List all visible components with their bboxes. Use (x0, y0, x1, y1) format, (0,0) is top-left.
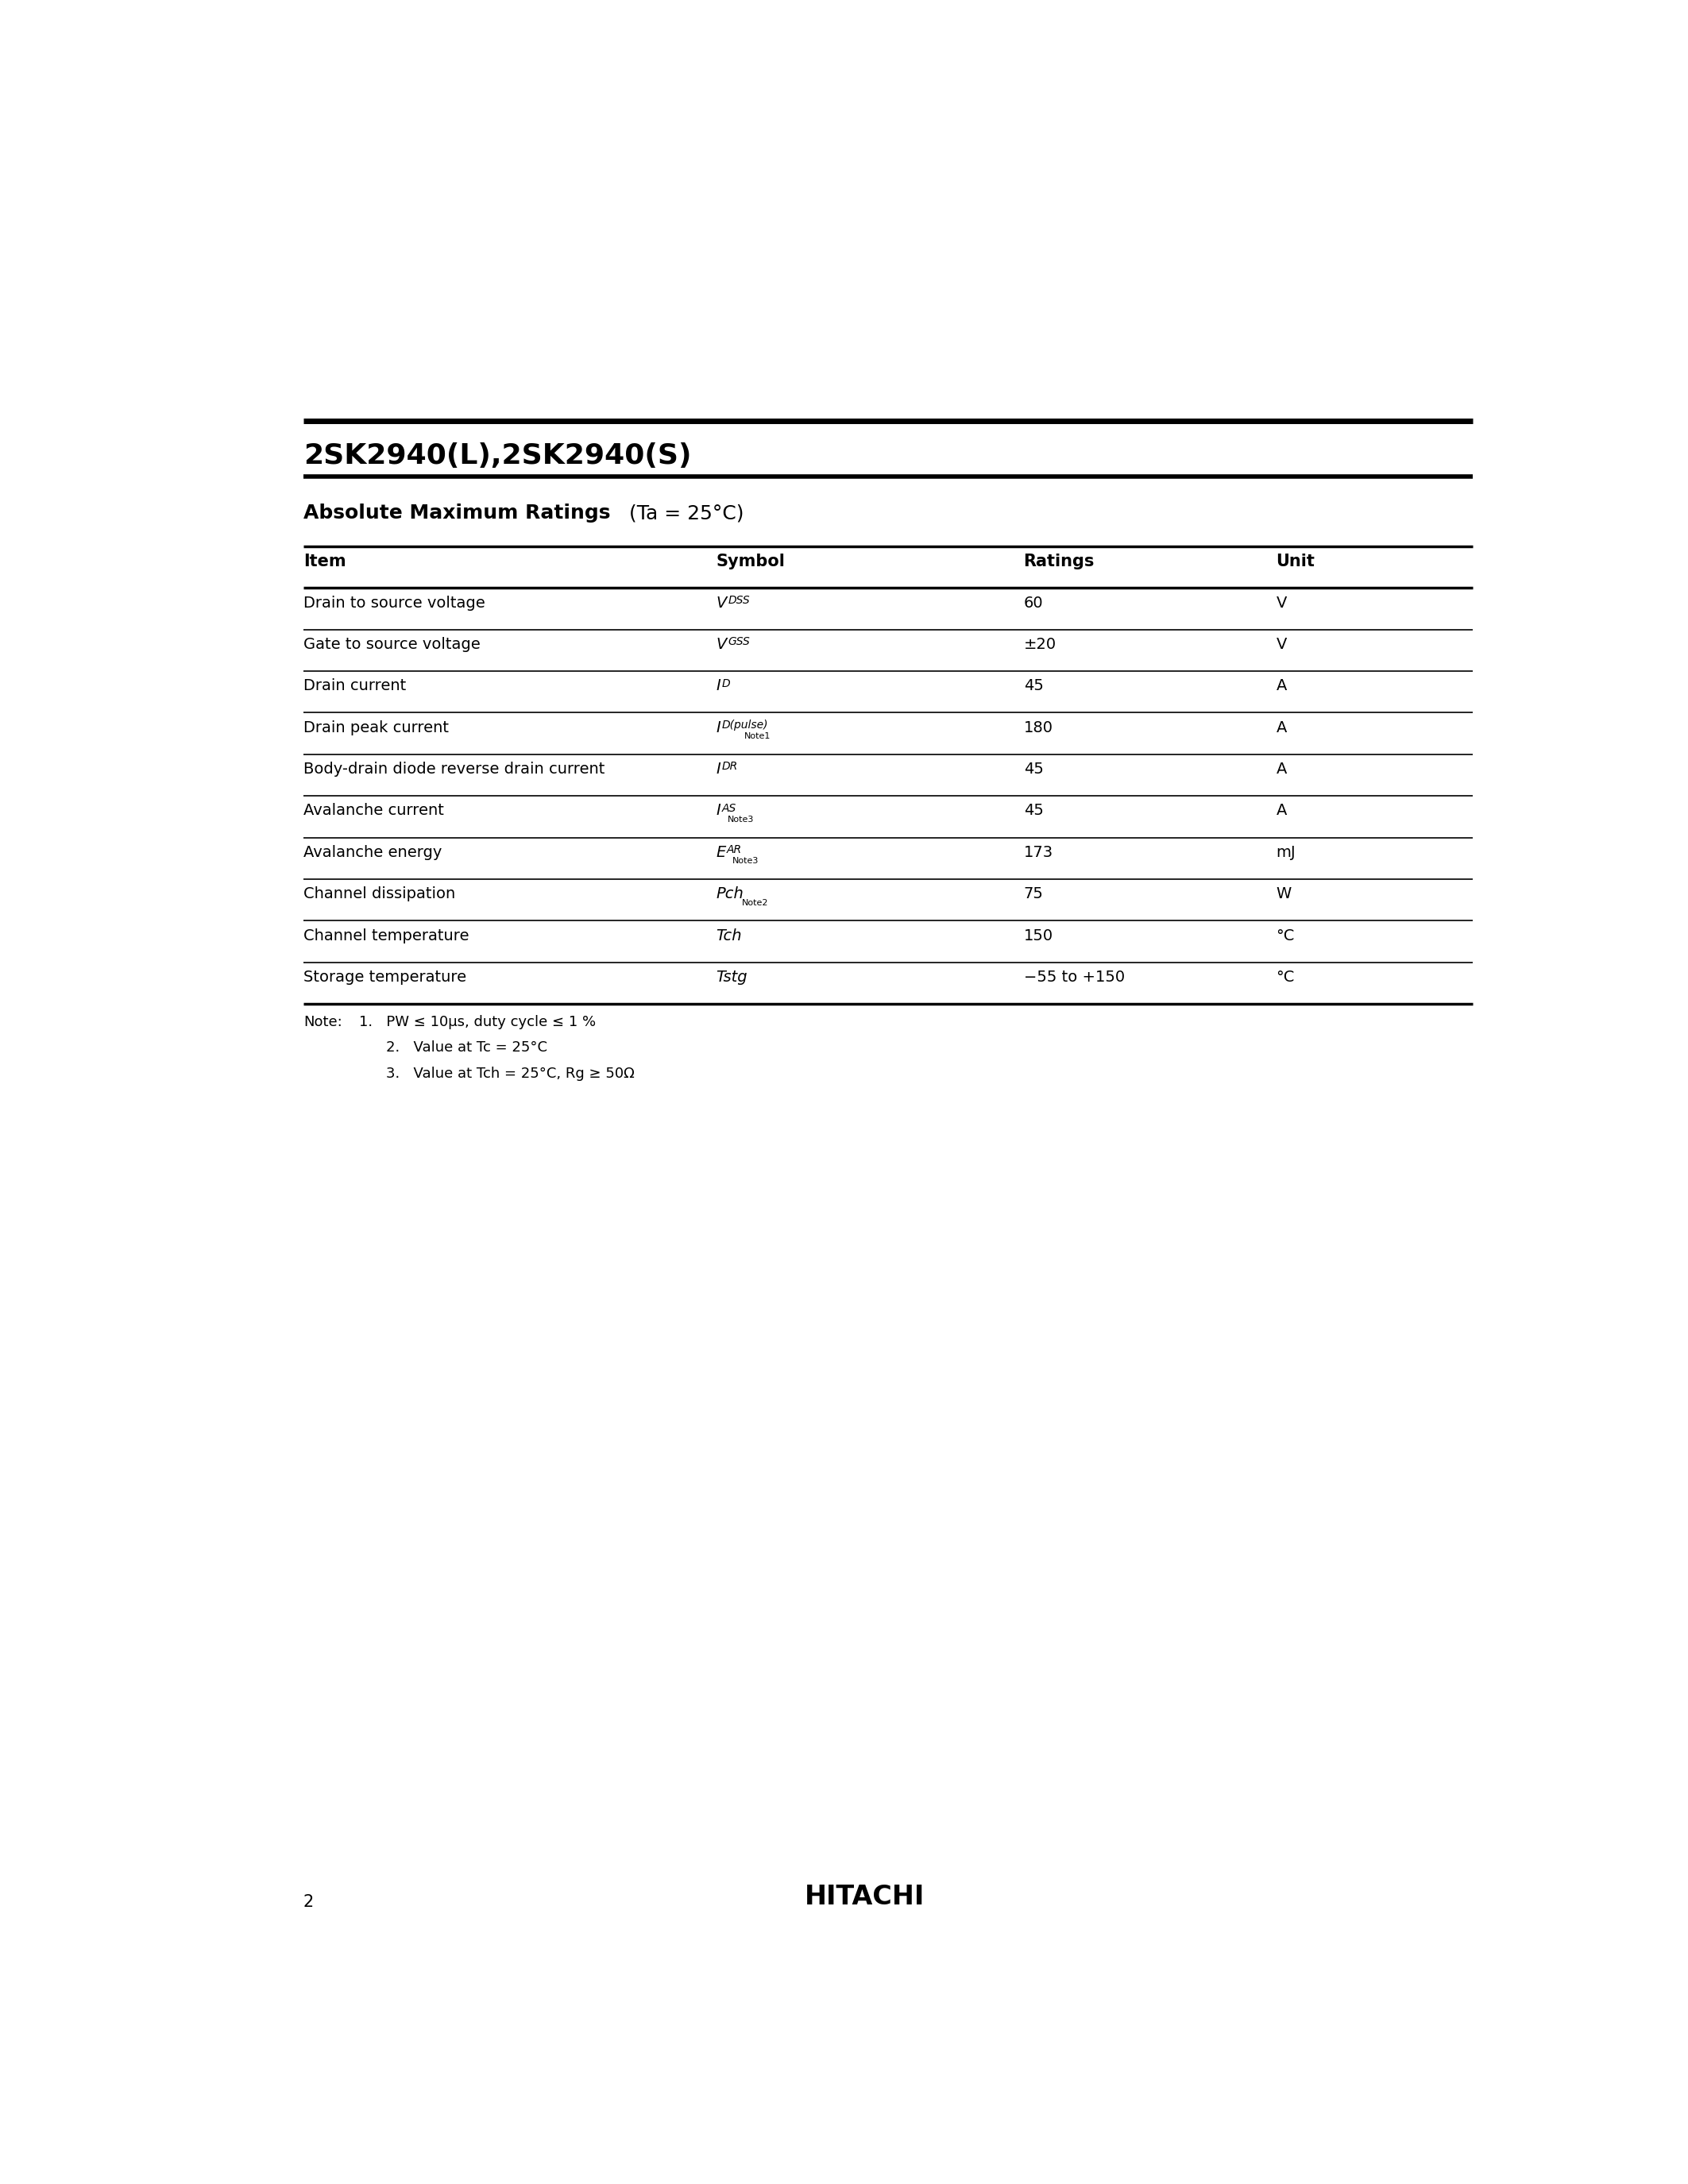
Text: I: I (716, 762, 721, 778)
Text: 2SK2940(L),2SK2940(S): 2SK2940(L),2SK2940(S) (304, 443, 692, 470)
Text: Unit: Unit (1276, 555, 1315, 570)
Text: A: A (1276, 679, 1286, 695)
Text: Note:: Note: (304, 1016, 343, 1029)
Text: Avalanche energy: Avalanche energy (304, 845, 442, 860)
Text: A: A (1276, 804, 1286, 819)
Text: DR: DR (722, 760, 738, 773)
Text: V: V (716, 638, 726, 653)
Text: Note1: Note1 (744, 732, 771, 740)
Text: Note2: Note2 (741, 898, 768, 906)
Text: Pch: Pch (716, 887, 743, 902)
Text: V: V (1276, 638, 1286, 653)
Text: 75: 75 (1023, 887, 1043, 902)
Text: AS: AS (722, 804, 736, 815)
Text: I: I (716, 721, 721, 736)
Text: 180: 180 (1023, 721, 1053, 736)
Text: A: A (1276, 721, 1286, 736)
Text: °C: °C (1276, 928, 1295, 943)
Text: Channel temperature: Channel temperature (304, 928, 469, 943)
Text: I: I (716, 804, 721, 819)
Text: 3.   Value at Tch = 25°C, Rg ≥ 50Ω: 3. Value at Tch = 25°C, Rg ≥ 50Ω (387, 1066, 635, 1081)
Text: Item: Item (304, 555, 346, 570)
Text: Tstg: Tstg (716, 970, 748, 985)
Text: A: A (1276, 762, 1286, 778)
Text: Gate to source voltage: Gate to source voltage (304, 638, 481, 653)
Text: Drain peak current: Drain peak current (304, 721, 449, 736)
Text: I: I (716, 679, 721, 695)
Text: V: V (1276, 596, 1286, 612)
Text: 60: 60 (1023, 596, 1043, 612)
Text: 45: 45 (1023, 804, 1043, 819)
Text: Storage temperature: Storage temperature (304, 970, 466, 985)
Text: 2: 2 (304, 1894, 314, 1911)
Text: ±20: ±20 (1023, 638, 1057, 653)
Text: Channel dissipation: Channel dissipation (304, 887, 456, 902)
Text: 2.   Value at Tc = 25°C: 2. Value at Tc = 25°C (387, 1040, 547, 1055)
Text: (Ta = 25°C): (Ta = 25°C) (623, 505, 744, 522)
Text: 150: 150 (1023, 928, 1053, 943)
Text: AR: AR (728, 845, 743, 856)
Text: Absolute Maximum Ratings: Absolute Maximum Ratings (304, 505, 611, 522)
Text: V: V (716, 596, 726, 612)
Text: 45: 45 (1023, 679, 1043, 695)
Text: Body-drain diode reverse drain current: Body-drain diode reverse drain current (304, 762, 604, 778)
Text: E: E (716, 845, 726, 860)
Text: 173: 173 (1023, 845, 1053, 860)
Text: −55 to +150: −55 to +150 (1023, 970, 1124, 985)
Text: Drain to source voltage: Drain to source voltage (304, 596, 484, 612)
Text: mJ: mJ (1276, 845, 1296, 860)
Text: DSS: DSS (728, 594, 749, 605)
Text: °C: °C (1276, 970, 1295, 985)
Text: Note3: Note3 (728, 815, 755, 823)
Text: Drain current: Drain current (304, 679, 407, 695)
Text: 1.   PW ≤ 10μs, duty cycle ≤ 1 %: 1. PW ≤ 10μs, duty cycle ≤ 1 % (360, 1016, 596, 1029)
Text: Symbol: Symbol (716, 555, 785, 570)
Text: D: D (722, 677, 731, 688)
Text: Note3: Note3 (733, 856, 760, 865)
Text: W: W (1276, 887, 1291, 902)
Text: 45: 45 (1023, 762, 1043, 778)
Text: GSS: GSS (728, 636, 749, 646)
Text: Avalanche current: Avalanche current (304, 804, 444, 819)
Text: Ratings: Ratings (1023, 555, 1094, 570)
Text: HITACHI: HITACHI (805, 1885, 925, 1911)
Text: D(pulse): D(pulse) (722, 719, 768, 732)
Text: Tch: Tch (716, 928, 741, 943)
